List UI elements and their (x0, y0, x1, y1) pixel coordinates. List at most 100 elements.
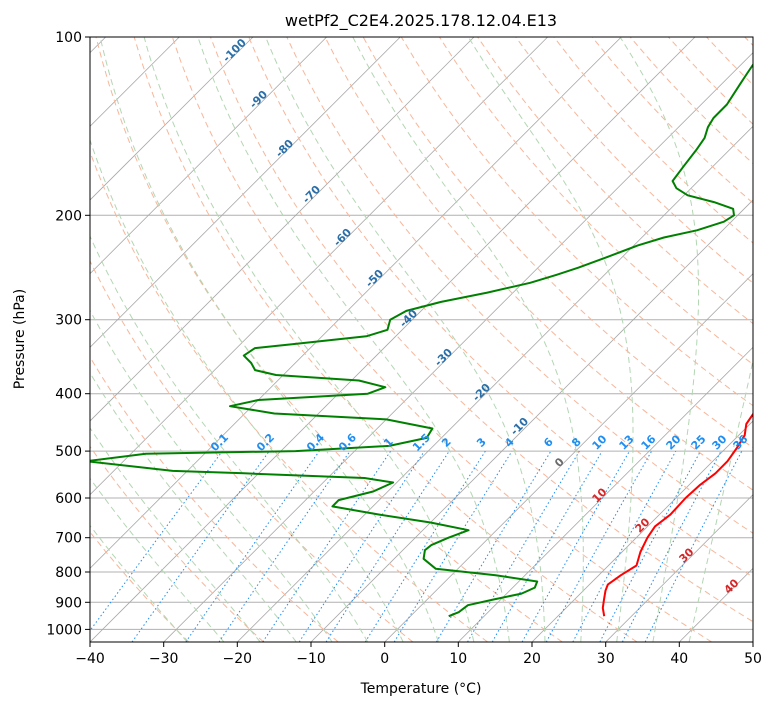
background-lines (90, 37, 753, 642)
mixing-ratio-line (298, 450, 425, 642)
mixing-ratio-label: 16 (639, 432, 659, 452)
moist-adiabat-line (90, 371, 297, 642)
series-layer (90, 62, 753, 618)
dry-adiabat-label: -30 (432, 346, 455, 369)
mixing-ratio-label: 8 (569, 435, 584, 450)
y-tick-label: 500 (55, 444, 82, 460)
chart-title: wetPf2_C2E4.2025.178.12.04.E13 (285, 11, 557, 31)
mixing-ratio-label: 10 (590, 432, 610, 452)
mixing-ratio-line (90, 450, 223, 632)
moist-adiabat-label: 10 (590, 485, 610, 505)
dewpoint-line (90, 62, 753, 618)
dry-adiabat-label: -70 (300, 183, 323, 206)
dry-adiabat-line (95, 37, 563, 642)
y-tick-label: 700 (55, 531, 82, 547)
mixing-ratio-label: 0.6 (336, 431, 359, 454)
dry-adiabat-line (90, 259, 414, 642)
isotherm-line (163, 52, 753, 642)
moist-adiabat-line (90, 138, 404, 642)
x-tick-label: 10 (449, 651, 467, 667)
mixing-ratio-line (325, 450, 450, 642)
dry-adiabat-label: -60 (331, 226, 354, 249)
iso-labels: -100-90-80-70-60-50-40-30-20-100.1 0.2 0.4… (208, 36, 751, 597)
dry-adiabat-line (90, 445, 264, 642)
moist-adiabat-line (90, 235, 369, 642)
dry-adiabat-label: -100 (220, 36, 249, 65)
isotherm-line (90, 37, 696, 642)
dry-adiabat-line (553, 37, 753, 244)
mixing-ratio-line (393, 450, 513, 642)
mixing-ratio-label: 20 (664, 432, 684, 452)
isotherm-line (531, 420, 753, 642)
dry-adiabat-line (515, 37, 753, 284)
moist-adiabat-line (197, 37, 510, 642)
x-tick-label: −40 (75, 651, 105, 667)
moist-adiabat-line (619, 37, 699, 642)
moist-adiabat-line (143, 37, 475, 642)
mixing-ratio-line (131, 450, 270, 642)
dry-adiabat-label: -20 (470, 381, 493, 404)
moist-adiabat-line (265, 37, 546, 642)
x-axis: −40 −30 −20 −10 0 10 20 30 40 50 (75, 642, 762, 667)
dry-adiabat-label: -40 (397, 307, 420, 330)
mixing-ratio-line (572, 450, 677, 642)
y-tick-label: 800 (55, 565, 82, 581)
x-tick-label: −30 (149, 651, 179, 667)
x-tick-label: 0 (380, 651, 389, 667)
y-tick-label: 600 (55, 491, 82, 507)
x-axis-title: Temperature (°C) (360, 681, 482, 697)
y-tick-label: 1000 (46, 622, 82, 638)
moist-adiabat-line (467, 37, 634, 642)
dry-adiabat-line (324, 37, 753, 491)
moist-adiabat-line (688, 358, 753, 642)
dry-adiabat-line (210, 37, 753, 623)
mixing-ratio-line (521, 450, 630, 642)
isotherm-line (90, 37, 475, 422)
moist-adiabat-line (90, 309, 333, 642)
dry-adiabat-line (90, 150, 488, 642)
x-tick-label: −20 (223, 651, 253, 667)
isotherm-line (605, 494, 753, 642)
moist-adiabat-line (99, 37, 439, 642)
moist-adiabat-line (90, 427, 261, 642)
y-tick-label: 100 (55, 30, 82, 46)
dry-adiabat-line (286, 37, 753, 534)
isotherm-line (90, 37, 622, 569)
isotherm-line (90, 37, 401, 348)
x-tick-label: 50 (744, 651, 762, 667)
isotherm-line (679, 567, 753, 642)
mixing-ratio-label: 25 (689, 433, 709, 453)
y-axis-title: Pressure (hPa) (12, 289, 28, 389)
dry-adiabat-line (248, 37, 753, 578)
moist-adiabat-label: 40 (722, 576, 742, 596)
y-tick-label: 200 (55, 208, 82, 224)
mixing-ratio-label: 30 (710, 432, 730, 452)
mixing-ratio-line (218, 450, 351, 642)
mixing-ratio-line (185, 450, 320, 642)
mixing-ratio-label: 3 (474, 435, 489, 450)
isotherm-line (237, 125, 753, 642)
isotherm-line (90, 37, 548, 496)
y-tick-label: 900 (55, 595, 82, 611)
x-tick-label: 40 (670, 651, 688, 667)
mixing-ratio-line (644, 450, 743, 642)
dry-adiabat-line (90, 356, 339, 642)
dry-adiabat-line (744, 37, 753, 47)
x-tick-label: −10 (296, 651, 326, 667)
x-tick-label: 30 (597, 651, 615, 667)
dry-adiabat-line (171, 37, 712, 642)
mixing-ratio-label: 6 (541, 435, 556, 450)
dry-adiabat-line (90, 531, 190, 642)
dry-adiabat-label: -80 (273, 137, 296, 160)
dry-adiabat-label: -10 (508, 415, 531, 438)
mixing-ratio-line (545, 450, 653, 642)
dry-adiabat-line (133, 37, 638, 642)
mixing-ratio-label: 1 (381, 435, 396, 450)
dry-adiabat-label: -90 (247, 88, 270, 111)
dry-adiabat-label: -50 (363, 267, 386, 290)
isotherm-line (310, 199, 753, 642)
moist-adiabat-label: 30 (677, 545, 697, 565)
isotherm-line (458, 346, 753, 642)
y-axis: 100 200 300 400 500 600 700 800 900 1000 (46, 30, 90, 638)
